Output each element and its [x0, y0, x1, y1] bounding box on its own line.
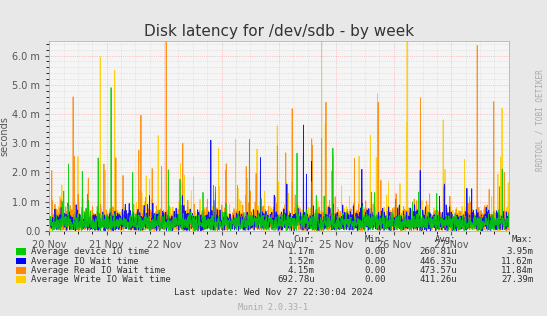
Text: Average Write IO Wait time: Average Write IO Wait time [31, 275, 170, 284]
Text: Average Read IO Wait time: Average Read IO Wait time [31, 266, 165, 275]
Text: Min:: Min: [364, 235, 386, 244]
Text: Avg:: Avg: [435, 235, 457, 244]
Text: 692.78u: 692.78u [277, 275, 315, 284]
Text: Last update: Wed Nov 27 22:30:04 2024: Last update: Wed Nov 27 22:30:04 2024 [174, 288, 373, 296]
Text: 473.57u: 473.57u [419, 266, 457, 275]
Title: Disk latency for /dev/sdb - by week: Disk latency for /dev/sdb - by week [144, 23, 414, 39]
Text: Max:: Max: [512, 235, 533, 244]
Text: 1.52m: 1.52m [288, 257, 315, 265]
Text: 11.62m: 11.62m [501, 257, 533, 265]
Text: Average IO Wait time: Average IO Wait time [31, 257, 138, 265]
Text: RRDTOOL / TOBI OETIKER: RRDTOOL / TOBI OETIKER [536, 69, 544, 171]
Text: 0.00: 0.00 [364, 275, 386, 284]
Text: Cur:: Cur: [293, 235, 315, 244]
Text: 0.00: 0.00 [364, 257, 386, 265]
Text: 4.15m: 4.15m [288, 266, 315, 275]
Text: 0.00: 0.00 [364, 266, 386, 275]
Text: 260.81u: 260.81u [419, 247, 457, 256]
Text: 446.33u: 446.33u [419, 257, 457, 265]
Text: 3.95m: 3.95m [507, 247, 533, 256]
Text: 27.39m: 27.39m [501, 275, 533, 284]
Text: 0.00: 0.00 [364, 247, 386, 256]
Text: Average device IO time: Average device IO time [31, 247, 149, 256]
Text: Munin 2.0.33-1: Munin 2.0.33-1 [238, 303, 309, 312]
Text: 1.17m: 1.17m [288, 247, 315, 256]
Y-axis label: seconds: seconds [0, 116, 9, 156]
Text: 11.84m: 11.84m [501, 266, 533, 275]
Text: 411.26u: 411.26u [419, 275, 457, 284]
